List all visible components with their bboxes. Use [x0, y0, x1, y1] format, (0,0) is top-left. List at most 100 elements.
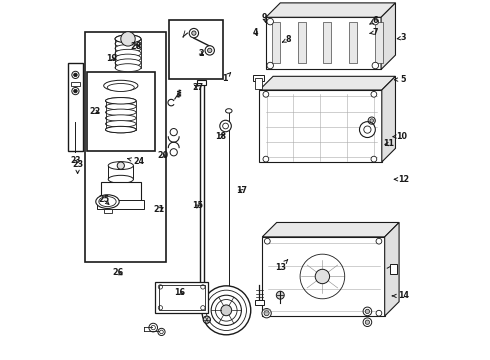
Bar	[374, 22, 383, 63]
Ellipse shape	[108, 162, 133, 170]
Text: 3: 3	[397, 33, 406, 42]
Text: 27: 27	[192, 83, 203, 91]
Circle shape	[264, 311, 269, 316]
Text: 26: 26	[113, 269, 124, 277]
Polygon shape	[382, 76, 395, 162]
Bar	[85, 32, 166, 262]
Text: 12: 12	[394, 175, 409, 184]
Circle shape	[265, 238, 270, 244]
Text: 10: 10	[393, 132, 407, 140]
Bar	[68, 63, 83, 151]
Text: 18: 18	[215, 132, 226, 140]
Circle shape	[189, 28, 198, 38]
Circle shape	[205, 46, 215, 55]
Bar	[104, 209, 112, 213]
Bar	[262, 237, 385, 316]
Circle shape	[263, 91, 269, 97]
Circle shape	[263, 156, 269, 162]
Ellipse shape	[105, 126, 136, 133]
Ellipse shape	[115, 64, 141, 72]
Ellipse shape	[105, 98, 136, 104]
Text: 22: 22	[89, 107, 100, 116]
Ellipse shape	[105, 115, 136, 121]
Polygon shape	[259, 76, 395, 90]
Circle shape	[117, 162, 124, 169]
Circle shape	[74, 89, 77, 93]
Circle shape	[276, 291, 284, 299]
Ellipse shape	[107, 84, 134, 91]
Text: 14: 14	[392, 291, 409, 300]
Circle shape	[222, 123, 228, 129]
Circle shape	[267, 62, 273, 69]
Text: 2: 2	[198, 49, 204, 58]
Ellipse shape	[115, 59, 141, 67]
Circle shape	[267, 18, 273, 25]
Bar	[323, 22, 331, 63]
Text: 17: 17	[236, 186, 247, 195]
Circle shape	[371, 156, 377, 162]
Text: 13: 13	[275, 260, 288, 271]
Bar	[155, 282, 208, 313]
Circle shape	[74, 73, 77, 77]
Circle shape	[121, 32, 135, 46]
Polygon shape	[381, 3, 395, 69]
Circle shape	[371, 91, 377, 97]
Circle shape	[370, 119, 373, 122]
Circle shape	[365, 320, 369, 324]
Circle shape	[360, 122, 375, 138]
Circle shape	[265, 310, 270, 316]
Text: 24: 24	[127, 157, 145, 166]
Circle shape	[208, 48, 212, 53]
Circle shape	[372, 18, 379, 25]
Bar	[255, 300, 264, 305]
Ellipse shape	[105, 103, 136, 110]
Text: 21: 21	[154, 205, 165, 214]
Text: 20: 20	[157, 151, 169, 160]
Ellipse shape	[108, 175, 133, 183]
Polygon shape	[262, 222, 399, 237]
Circle shape	[376, 238, 382, 244]
Ellipse shape	[115, 49, 141, 57]
Circle shape	[203, 316, 210, 323]
Ellipse shape	[105, 126, 136, 133]
Bar	[71, 82, 80, 86]
Ellipse shape	[115, 35, 141, 43]
Bar	[159, 285, 205, 310]
Bar	[266, 17, 381, 69]
Text: 5: 5	[394, 75, 406, 84]
Bar	[87, 72, 155, 151]
Text: 28: 28	[131, 41, 142, 50]
Ellipse shape	[99, 197, 116, 207]
Text: 11: 11	[384, 139, 394, 148]
Bar	[255, 78, 262, 89]
Circle shape	[221, 305, 232, 316]
Ellipse shape	[105, 109, 136, 116]
Circle shape	[262, 309, 271, 318]
Circle shape	[192, 31, 196, 35]
Circle shape	[315, 269, 330, 284]
Polygon shape	[385, 222, 399, 316]
Circle shape	[220, 120, 231, 132]
Circle shape	[365, 309, 369, 314]
Circle shape	[372, 62, 379, 69]
Text: 25: 25	[98, 195, 109, 204]
Bar	[349, 22, 357, 63]
Bar	[197, 80, 206, 85]
Ellipse shape	[105, 98, 136, 104]
Ellipse shape	[115, 40, 141, 48]
Text: 6: 6	[369, 16, 378, 25]
Circle shape	[202, 286, 251, 335]
Bar	[259, 90, 382, 162]
Bar	[101, 182, 141, 207]
Text: 9: 9	[262, 13, 268, 22]
Ellipse shape	[115, 54, 141, 62]
Text: 23: 23	[70, 156, 81, 165]
Text: 15: 15	[192, 201, 203, 210]
Ellipse shape	[96, 195, 119, 208]
Ellipse shape	[104, 80, 138, 91]
Ellipse shape	[115, 35, 141, 43]
Text: 16: 16	[174, 288, 185, 297]
Ellipse shape	[115, 45, 141, 53]
Circle shape	[376, 310, 382, 316]
Bar	[391, 264, 397, 274]
